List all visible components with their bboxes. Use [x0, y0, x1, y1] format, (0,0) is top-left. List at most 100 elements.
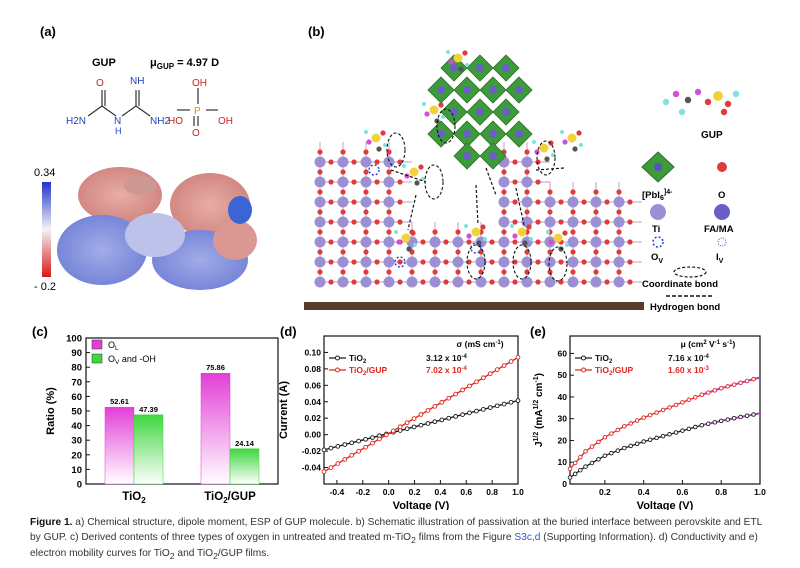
ti-atom [383, 176, 395, 188]
n-atom [548, 239, 554, 245]
fama-cation [489, 130, 497, 138]
o-atom [432, 249, 438, 255]
o-atom [328, 259, 334, 265]
o-atom [374, 199, 380, 205]
c-atom [572, 146, 578, 152]
legend-title: σ (mS cm-1) [456, 339, 503, 349]
panel-d-chart: (d) -0.4 -0.2 0.0 0.2 0.4 0.6 0.8 1.0 -0.04 -0.02 0… [278, 324, 524, 512]
ti-atom [406, 276, 418, 288]
panel-b-graphic: (b) GUP [PbI6]4- O Ti FA/MA OV IV Coordi… [304, 24, 740, 313]
o-atom [627, 219, 633, 225]
data-point [515, 355, 521, 360]
colorbar-min-label: - 0.2 [34, 281, 56, 293]
o-atom [512, 279, 518, 285]
legend-entry: OV and -OH [108, 354, 156, 366]
o-atom [455, 249, 461, 255]
data-point [654, 435, 659, 441]
legend-ov: OV [651, 252, 663, 265]
data-point [474, 408, 479, 414]
caption-text-4: and TiO [174, 548, 214, 560]
legend-value: 3.12 x 10-4 [426, 353, 467, 363]
fit-line [701, 376, 761, 396]
o-atom [547, 209, 553, 215]
panel-b-legend: GUP [PbI6]4- O Ti FA/MA OV IV Coordinate… [641, 88, 740, 313]
x-tick-label: 0.2 [599, 487, 611, 497]
data-point [321, 469, 327, 475]
o-atom [374, 219, 380, 225]
ti-atom [383, 236, 395, 248]
data-point [397, 424, 403, 430]
data-point [439, 399, 445, 405]
plot-frame [323, 335, 519, 485]
molecule-name: GUP [92, 57, 116, 69]
x-category-label: TiO2 [122, 491, 146, 505]
o-atom [328, 279, 334, 285]
o-atom [340, 189, 346, 195]
o-atom [524, 189, 530, 195]
ti-atom [590, 236, 602, 248]
o-atom [410, 230, 416, 236]
data-point [583, 449, 588, 454]
ti-atom [383, 276, 395, 288]
o-atom [386, 189, 392, 195]
data-point [693, 395, 698, 400]
legend-entry: TiO2/GUP [349, 365, 387, 377]
data-point [508, 399, 514, 405]
c-atom [414, 180, 420, 186]
c-atom [544, 156, 550, 162]
data-point [321, 447, 327, 453]
atom-oh2: OH [218, 116, 233, 127]
o-atom [340, 149, 346, 155]
data-point [673, 430, 679, 435]
fama-cation [489, 152, 497, 160]
bar-value-label: 75.86 [206, 363, 225, 372]
x-tick-label: 0.2 [409, 487, 421, 497]
atom-p: P [194, 106, 201, 117]
y-tick-label: 70 [71, 377, 82, 388]
caption-supporting-link[interactable]: S3c,d [514, 531, 541, 543]
coordinate-bond [386, 132, 406, 168]
legend-value: 7.16 x 10-4 [668, 353, 709, 363]
o-atom [558, 279, 564, 285]
h-atom [529, 237, 533, 241]
o-atom [380, 130, 386, 136]
oxygen-vacancy-icon [652, 236, 664, 248]
o-atom [480, 224, 486, 230]
y-tick-label: 0.00 [304, 430, 321, 440]
h-atom [565, 243, 569, 247]
atom-h: H [115, 126, 122, 136]
o-atom [501, 189, 507, 195]
o-atom [535, 219, 541, 225]
plot-frame [569, 335, 761, 485]
fama-cation [476, 64, 484, 72]
n-atom [534, 149, 540, 155]
oxygen-vacancy [368, 164, 380, 176]
panel-e-label: (e) [530, 324, 546, 339]
phosphorus-atom [553, 233, 563, 243]
o-atom [593, 269, 599, 275]
panel-d-label: (d) [280, 324, 297, 339]
fama-cation [450, 108, 458, 116]
data-point [602, 434, 608, 440]
ti-atom [567, 276, 579, 288]
ti-atom [406, 256, 418, 268]
data-point [439, 417, 445, 423]
ti-atom [521, 276, 533, 288]
y-tick-label: 10 [558, 457, 568, 467]
ti-atom [452, 236, 464, 248]
o-atom [363, 249, 369, 255]
o-atom [512, 179, 518, 185]
o-atom [558, 199, 564, 205]
o-atom [374, 179, 380, 185]
fama-cation [515, 130, 523, 138]
ti-atom [314, 196, 326, 208]
o-atom [526, 224, 532, 230]
legend-swatch [91, 353, 103, 364]
h-atom [465, 63, 469, 67]
data-point [596, 439, 601, 445]
data-point [680, 428, 685, 433]
ti-atom [521, 196, 533, 208]
iodine-vacancy-icon [717, 237, 727, 247]
passivation-schematic [304, 50, 644, 310]
data-point [583, 464, 588, 469]
